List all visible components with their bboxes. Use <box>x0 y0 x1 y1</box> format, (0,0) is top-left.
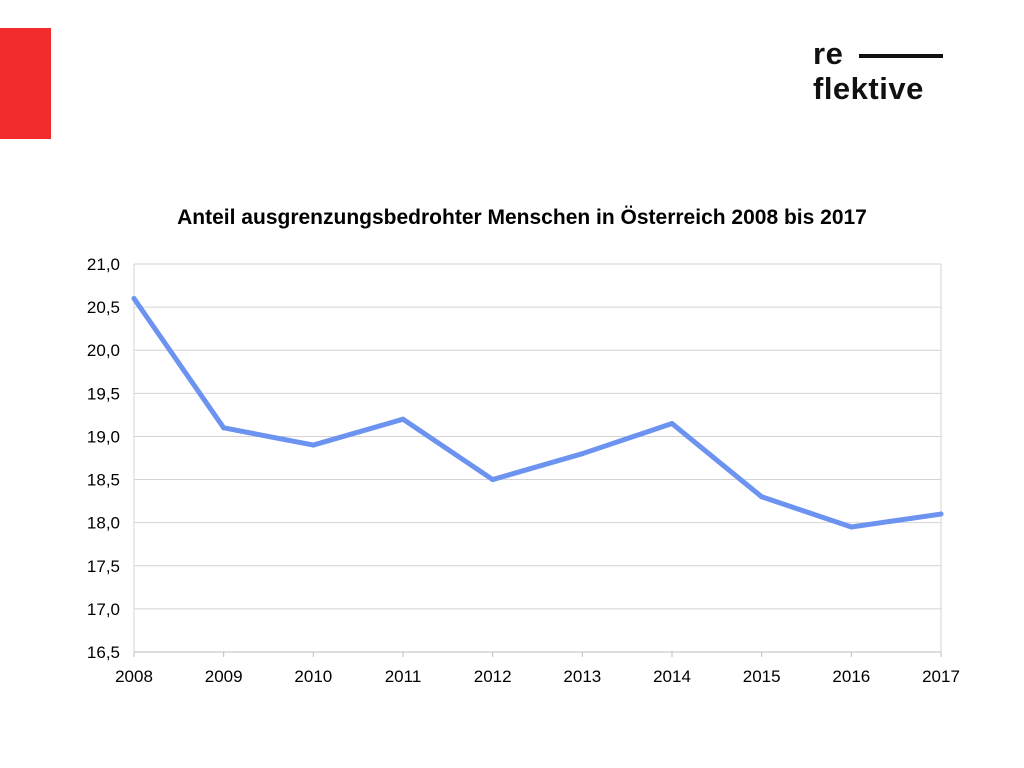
y-tick-label: 17,5 <box>87 557 120 576</box>
data-point <box>310 442 316 448</box>
y-tick-label: 18,0 <box>87 514 120 533</box>
x-tick-label: 2008 <box>115 667 153 686</box>
data-point <box>131 295 137 301</box>
y-tick-label: 16,5 <box>87 643 120 662</box>
data-point <box>579 451 585 457</box>
y-tick-label: 18,5 <box>87 471 120 490</box>
x-tick-label: 2014 <box>653 667 691 686</box>
y-tick-label: 20,0 <box>87 341 120 360</box>
reflektive-logo: re flektive <box>813 38 953 110</box>
x-tick-label: 2015 <box>743 667 781 686</box>
logo-dash <box>859 54 943 58</box>
y-tick-label: 19,5 <box>87 384 120 403</box>
data-point <box>669 421 675 427</box>
x-tick-label: 2011 <box>385 667 422 686</box>
data-point <box>221 425 227 431</box>
x-tick-label: 2016 <box>832 667 870 686</box>
y-tick-label: 17,0 <box>87 600 120 619</box>
x-tick-label: 2009 <box>205 667 243 686</box>
data-point <box>400 416 406 422</box>
data-point <box>848 524 854 530</box>
x-tick-label: 2017 <box>922 667 960 686</box>
y-tick-label: 19,0 <box>87 427 120 446</box>
logo-line1: re <box>813 36 844 71</box>
x-tick-label: 2012 <box>474 667 512 686</box>
logo-line2: flektive <box>813 71 924 106</box>
series-line <box>131 295 944 530</box>
data-point <box>490 477 496 483</box>
y-tick-label: 21,0 <box>87 255 120 274</box>
x-tick-label: 2013 <box>563 667 601 686</box>
data-point <box>938 511 944 517</box>
x-tick-label: 2010 <box>294 667 332 686</box>
data-point <box>759 494 765 500</box>
y-tick-label: 20,5 <box>87 298 120 317</box>
chart-title: Anteil ausgrenzungsbedrohter Menschen in… <box>177 206 867 229</box>
red-accent-bar <box>0 28 51 139</box>
